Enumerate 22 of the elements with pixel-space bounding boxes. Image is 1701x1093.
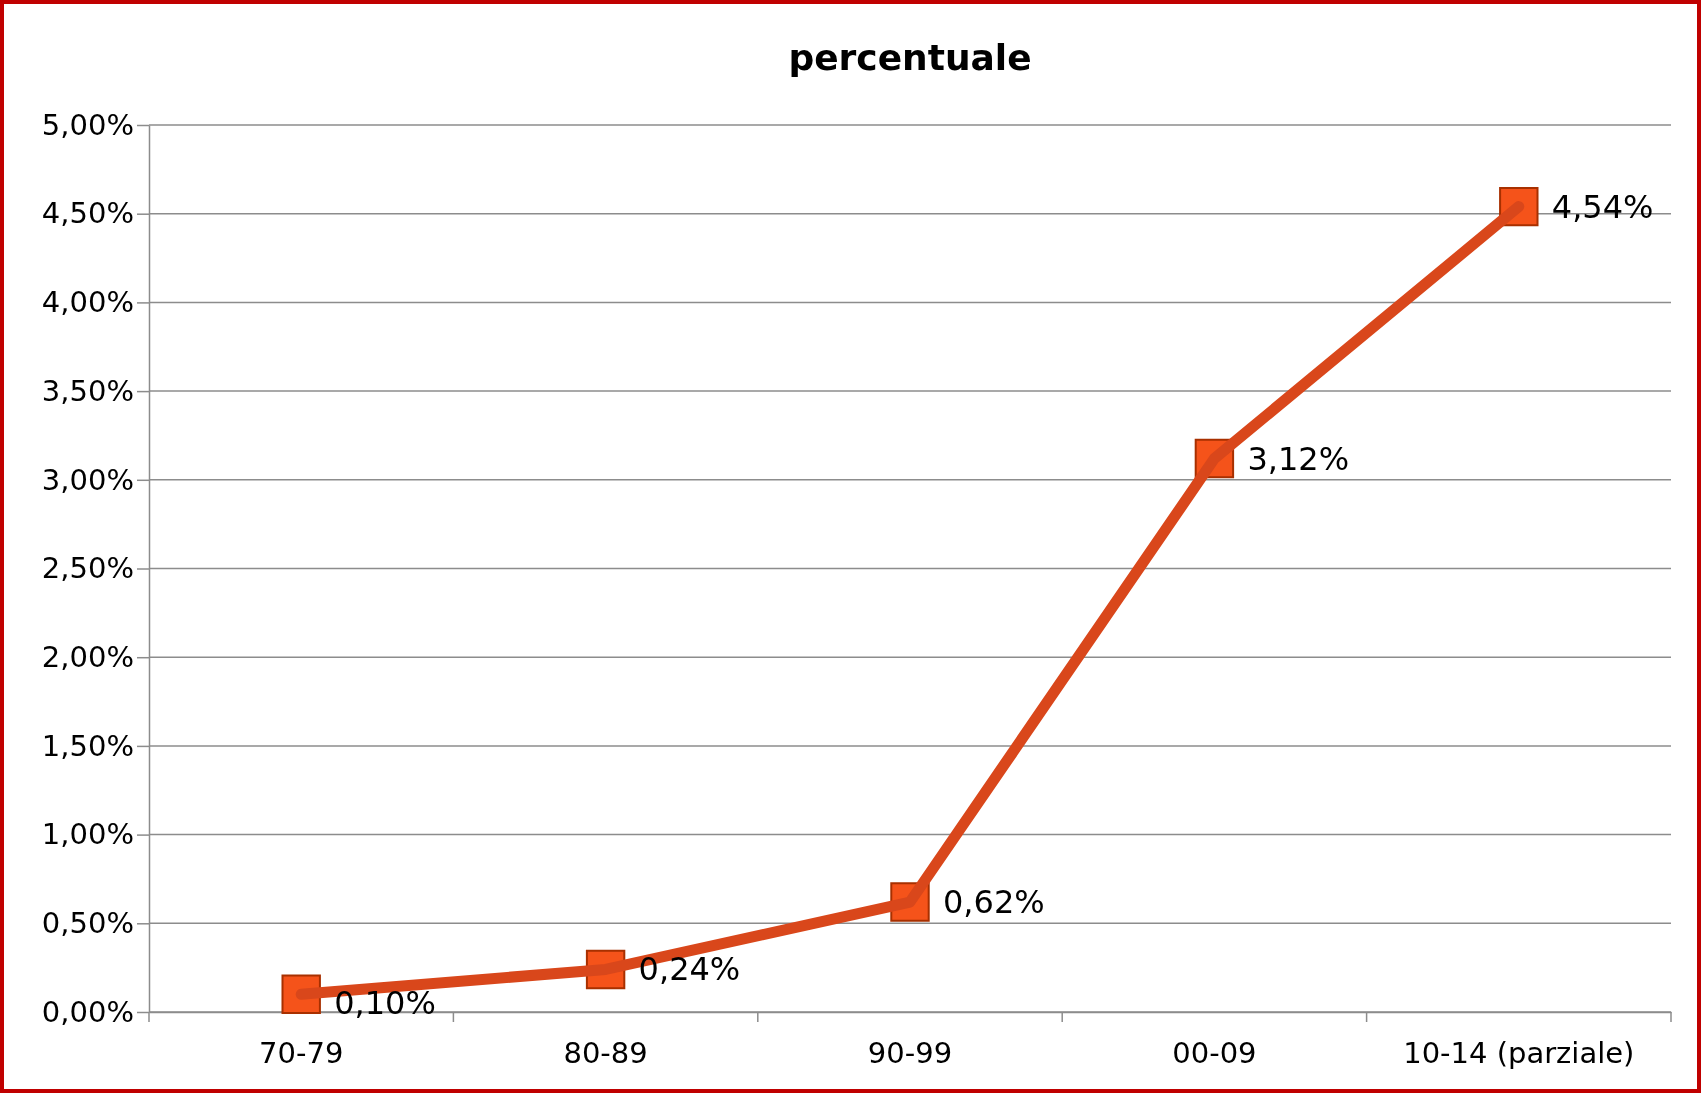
y-tick-label: 1,50% [41,728,134,763]
x-tick-label: 70-79 [259,1035,344,1070]
y-tick-label: 4,50% [41,196,134,231]
data-label: 0,10% [334,984,436,1023]
y-tick-label: 5,00% [41,107,134,142]
y-tick-label: 4,00% [41,285,134,320]
chart-title: percentuale [788,37,1032,78]
y-tick-label: 1,00% [41,817,134,852]
y-tick-label: 2,50% [41,551,134,586]
data-label: 4,54% [1551,187,1654,226]
y-tick-label: 3,50% [41,373,134,408]
data-label: 0,62% [943,883,1045,922]
x-tick-label: 80-89 [563,1035,648,1070]
data-label: 0,24% [638,950,741,989]
x-tick-label: 90-99 [867,1035,953,1070]
y-tick-label: 2,00% [41,639,134,674]
y-tick-label: 3,00% [41,462,134,497]
data-label: 3,12% [1247,439,1350,478]
y-tick-label: 0,00% [41,994,134,1029]
y-tick-label: 0,50% [41,906,134,941]
x-tick-label: 10-14 (parziale) [1403,1035,1635,1070]
x-tick-label: 00-09 [1172,1035,1257,1070]
